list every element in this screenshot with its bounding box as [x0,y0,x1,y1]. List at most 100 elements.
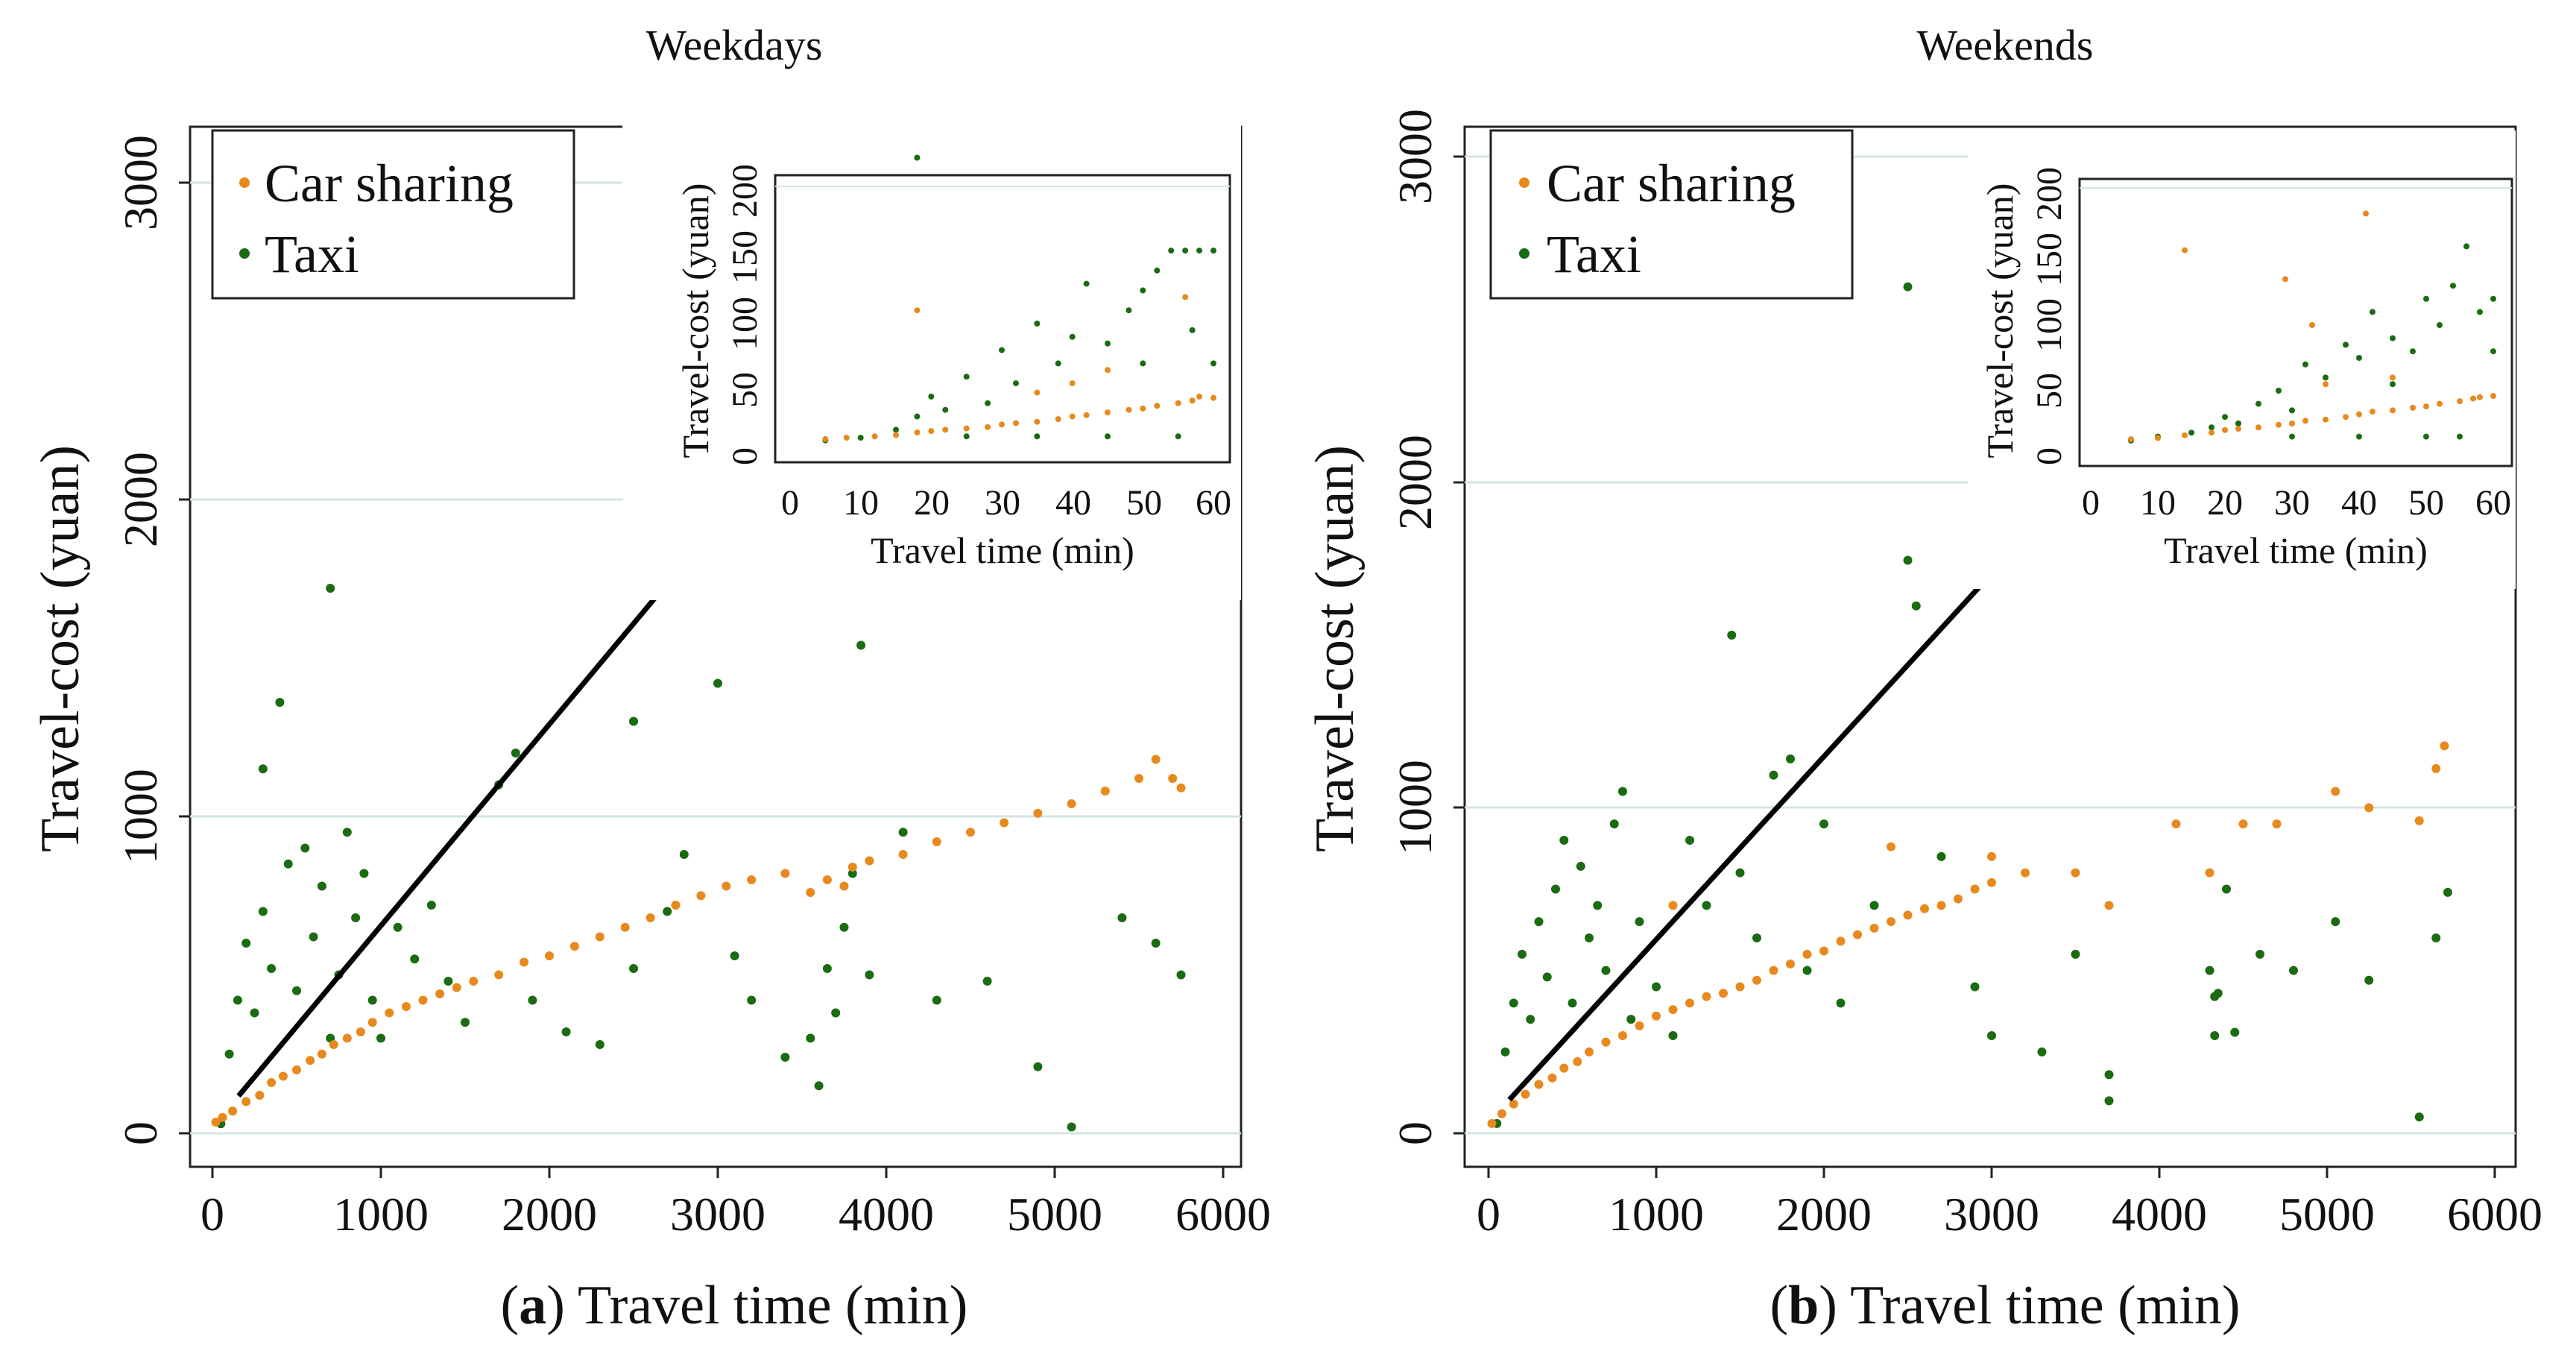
point-car-sharing [1685,998,1694,1008]
inset-point-car-sharing [2222,426,2228,433]
inset-point-taxi [1055,360,1061,367]
inset-data-points [822,154,1216,444]
point-taxi [2331,917,2340,927]
inset-point-car-sharing [1055,416,1061,423]
point-taxi [780,1053,790,1062]
point-car-sharing [545,951,554,960]
legend-marker-taxi [239,248,250,259]
inset-y-tick-100: 100 [2030,298,2069,352]
point-taxi [839,922,849,932]
inset-point-car-sharing [2370,409,2375,415]
point-taxi [1626,1015,1636,1024]
x-tick-label-0: 0 [1477,1188,1500,1241]
point-taxi [317,881,326,891]
inset-point-car-sharing [2457,398,2463,405]
inset-point-taxi [2323,374,2329,381]
point-car-sharing [278,1071,288,1081]
y-tick-label-0: 0 [114,1121,167,1145]
inset-y-tick-0: 0 [2030,447,2069,465]
point-car-sharing [1920,904,1929,913]
inset-point-taxi [1189,327,1196,333]
inset-point-taxi [1168,248,1175,254]
inset-point-car-sharing [893,432,899,438]
point-car-sharing [1819,946,1828,956]
point-car-sharing [2238,819,2248,829]
inset-point-taxi [1154,267,1161,274]
inset-y-label: Travel-cost (yuan) [675,183,716,459]
point-car-sharing [228,1106,238,1116]
x-ticks: 0 1000 2000 3000 4000 5000 6000 [201,1167,1271,1241]
point-taxi [1836,998,1846,1008]
inset-frame [774,174,1231,464]
point-car-sharing [1752,975,1761,985]
inset-background [622,119,1241,600]
point-taxi [1067,1122,1076,1132]
point-taxi [300,843,310,853]
panel-caption: (b) Travel time (min) [1770,1275,2240,1336]
inset-point-car-sharing [2410,404,2416,411]
inset-point-car-sharing [843,435,850,441]
point-car-sharing [418,995,428,1005]
inset-point-taxi [2423,433,2429,440]
inset-point-taxi [2450,283,2456,289]
point-taxi [1151,939,1161,948]
legend-label-taxi: Taxi [265,224,359,284]
point-car-sharing [696,891,706,901]
inset-point-taxi [2255,400,2261,407]
point-taxi [2431,933,2441,942]
inset-point-car-sharing [1189,397,1196,404]
inset-point-taxi [963,433,970,440]
inset-point-taxi [2463,243,2469,250]
point-taxi [1635,917,1644,927]
inset-point-taxi [2437,322,2443,328]
point-taxi [2071,949,2080,959]
point-car-sharing [569,942,579,951]
inset-point-car-sharing [2490,393,2496,400]
point-car-sharing [1719,989,1728,998]
data-points [1487,282,2452,1128]
point-taxi [283,859,293,869]
point-taxi [426,901,436,910]
point-taxi [1601,966,1611,975]
point-car-sharing [1887,842,1895,851]
panel-weekdays: Weekdays (a) Travel time (min) Travel-co… [30,21,1271,1336]
point-taxi [847,869,857,878]
point-car-sharing [780,869,790,878]
point-taxi [1936,851,1946,861]
y-tick-label-1000: 1000 [114,769,167,864]
point-taxi [747,995,757,1005]
point-car-sharing [1585,1047,1594,1056]
y-tick-label-0: 0 [1389,1121,1442,1145]
y-tick-label-2000: 2000 [114,452,167,547]
point-car-sharing [847,863,857,872]
inset-plot: 0 10 20 30 40 50 60 0 50 100 150 200 Tra… [1968,130,2516,589]
point-car-sharing [2071,868,2080,878]
point-car-sharing [1652,1011,1661,1021]
zoom-arrow [236,495,741,1098]
x-tick-label-1000: 1000 [1609,1188,1704,1241]
inset-point-car-sharing [1196,393,1203,400]
inset-point-car-sharing [2209,429,2214,436]
inset-point-taxi [1140,360,1146,367]
point-car-sharing [1970,884,1980,894]
inset-point-car-sharing [1034,418,1041,425]
inset-point-car-sharing [2128,436,2134,443]
point-taxi [2443,887,2452,897]
point-taxi [1802,966,1812,975]
inset-point-car-sharing [1140,405,1146,412]
point-taxi [679,850,689,859]
point-car-sharing [1987,851,1996,861]
point-car-sharing [1802,949,1812,959]
point-car-sharing [2431,763,2441,773]
inset-point-car-sharing [914,307,921,314]
point-taxi [461,1018,470,1027]
point-taxi [1509,998,1518,1008]
point-car-sharing [306,1056,315,1065]
inset-point-taxi [1196,248,1203,254]
inset-x-tick-40: 40 [2341,483,2377,523]
panel-title: Weekdays [646,21,823,69]
inset-point-car-sharing [999,421,1005,428]
point-car-sharing [1853,930,1862,939]
x-tick-label-5000: 5000 [1007,1188,1102,1241]
point-taxi [2289,966,2298,975]
